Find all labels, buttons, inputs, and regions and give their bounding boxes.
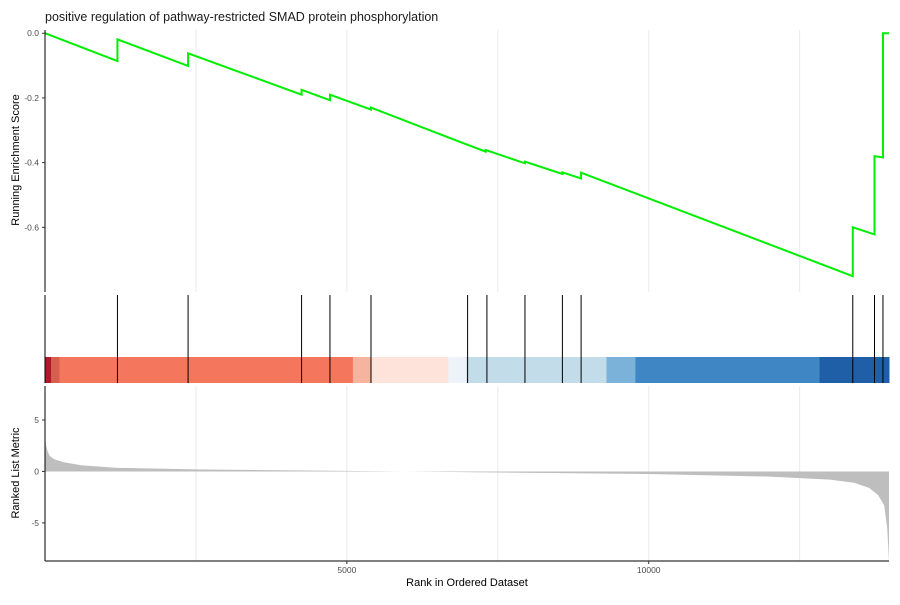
ranked-y-tick-label: 0 xyxy=(34,466,39,476)
running-score-line xyxy=(44,32,889,278)
heat-band-segment xyxy=(352,357,372,383)
x-tick-label: 5000 xyxy=(337,565,356,575)
score-y-tick-label: -0.4 xyxy=(24,158,39,168)
heat-band-segment xyxy=(51,357,60,383)
score-y-tick-label: 0.0 xyxy=(27,28,39,38)
score-panel-grid xyxy=(195,30,801,292)
heat-band-segment xyxy=(371,357,449,383)
chart-title: positive regulation of pathway-restricte… xyxy=(45,10,438,24)
axes xyxy=(44,30,889,562)
ranked-metric-fill xyxy=(45,434,889,561)
heat-band-segment xyxy=(635,357,821,383)
heat-band-segment xyxy=(59,357,354,383)
heat-band-segment xyxy=(819,357,890,383)
ranked-list-area xyxy=(45,434,889,561)
score-y-tick-label: -0.6 xyxy=(24,222,39,232)
x-axis-label: Rank in Ordered Dataset xyxy=(406,577,528,589)
heat-band-segment xyxy=(606,357,636,383)
running-score-curve xyxy=(44,32,889,278)
heat-band-segment xyxy=(45,357,52,383)
heat-band-segment xyxy=(448,357,467,383)
rank-heat-band xyxy=(45,357,890,383)
gene-hit-lines xyxy=(116,295,884,383)
running-score-axis-label: Running Enrichment Score xyxy=(10,94,22,225)
x-tick-label: 10000 xyxy=(637,565,661,575)
ranked-y-tick-label: 5 xyxy=(34,415,39,425)
heat-band-segment xyxy=(466,357,607,383)
ranked-metric-axis-label: Ranked List Metric xyxy=(10,427,22,519)
score-y-tick-label: -0.2 xyxy=(24,93,39,103)
tick-labels: 0.0 -0.2 -0.4 -0.6 5 0 -5 5000 10000 xyxy=(24,28,660,575)
ranked-y-tick-label: -5 xyxy=(31,518,39,528)
